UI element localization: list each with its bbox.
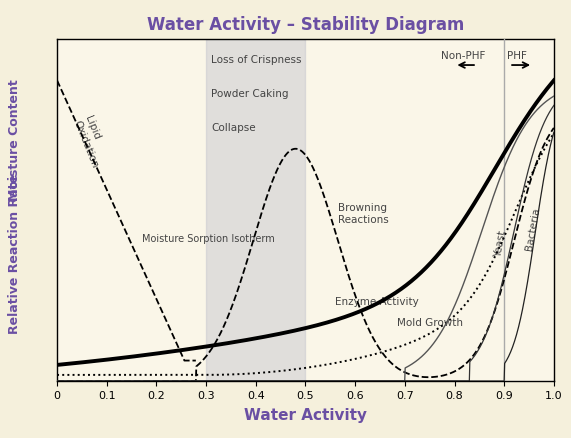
Text: Loss of Crispness: Loss of Crispness (211, 55, 301, 65)
Text: Moisture Sorption Isotherm: Moisture Sorption Isotherm (142, 234, 274, 244)
Text: Mold Growth: Mold Growth (397, 318, 464, 328)
Text: Lipid
Oxidation: Lipid Oxidation (72, 115, 111, 170)
Title: Water Activity – Stability Diagram: Water Activity – Stability Diagram (147, 16, 464, 34)
Text: Yeast: Yeast (493, 230, 508, 258)
Text: Collapse: Collapse (211, 123, 256, 133)
Text: Browning
Reactions: Browning Reactions (338, 203, 388, 225)
Bar (206, 39, 305, 381)
Text: Bacteria: Bacteria (524, 207, 542, 251)
Text: Non-PHF: Non-PHF (441, 51, 486, 61)
Text: Relative Reaction Rate: Relative Reaction Rate (8, 174, 21, 334)
X-axis label: Water Activity: Water Activity (244, 408, 367, 423)
Text: Enzyme Activity: Enzyme Activity (335, 297, 419, 307)
Text: PHF: PHF (506, 51, 526, 61)
Text: Powder Caking: Powder Caking (211, 89, 288, 99)
Text: Moisture Content: Moisture Content (8, 79, 21, 201)
